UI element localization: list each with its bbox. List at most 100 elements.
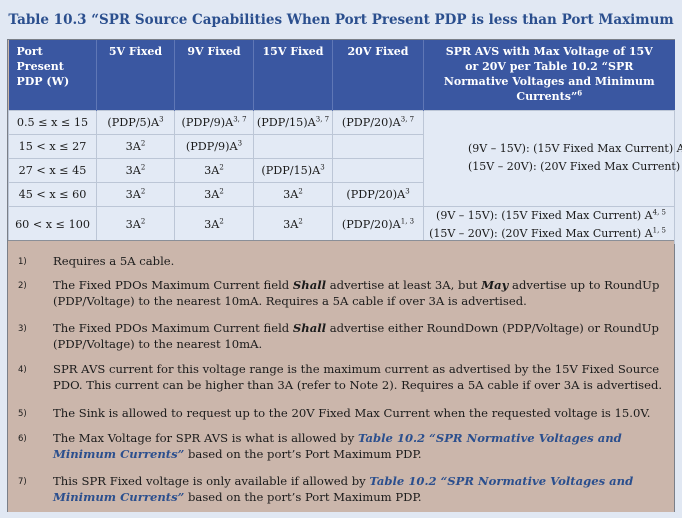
cell-v5-value: 3A <box>125 187 141 201</box>
cell-v5-value: 3A <box>125 218 141 231</box>
normative-keyword: May <box>481 278 509 292</box>
cell-v5-footnote: 2 <box>140 217 146 226</box>
note-text-part: based on the port’s Port Maximum PDP. <box>184 489 422 504</box>
note-number: 6) <box>18 434 27 444</box>
cell-v9: 3A2 <box>174 181 254 207</box>
cell-v15-footnote: 3 <box>320 162 325 171</box>
cell-v5-value: 3A <box>125 139 141 153</box>
table-row: 45 < x ≤ 60 3A2 3A2 3A2 (PDP/20)A3 <box>8 181 675 207</box>
note-text-part: SPR AVS current for this voltage range i… <box>53 362 663 392</box>
cell-v5-footnote: 3 <box>159 114 164 123</box>
cell-v5: 3A2 <box>96 133 175 159</box>
note-text-part: based on the port’s Port Maximum PDP. <box>184 446 422 461</box>
cell-v5-value: (PDP/5)A <box>107 115 160 129</box>
cell-v20: (PDP/20)A3 <box>332 181 424 207</box>
cell-v9-value: (PDP/9)A <box>181 115 234 129</box>
avs-footnote: 1, 5 <box>652 225 666 234</box>
cell-pdp: 15 < x ≤ 27 <box>8 133 97 159</box>
header-port-present-pdp: Port Present PDP (W) <box>8 40 97 110</box>
cell-v20-footnote: 3, 7 <box>400 114 415 123</box>
note-text-part: advertise at least 3A, but <box>326 278 482 292</box>
cell-v20-value: (PDP/20)A <box>341 115 401 129</box>
cell-v20-value: (PDP/20)A <box>341 218 401 231</box>
cell-v9-value: (PDP/9)A <box>185 139 238 153</box>
table-body: 0.5 ≤ x ≤ 15 (PDP/5)A3 (PDP/9)A3, 7 (PDP/15… <box>8 109 682 244</box>
note-text-part: Requires a 5A cable. <box>53 254 175 268</box>
cell-v15: 3A2 <box>253 181 333 207</box>
note-number: 7) <box>18 477 27 487</box>
avs-footnote: 4, 5 <box>652 207 666 216</box>
header-5v-fixed: 5V Fixed <box>96 40 175 110</box>
note-text: The Fixed PDOs Maximum Current field Sha… <box>53 278 663 309</box>
note-number: 3) <box>18 324 27 334</box>
cell-v20: (PDP/20)A3, 7 <box>332 109 424 135</box>
cell-v9-value: 3A <box>204 218 220 231</box>
header-spr-avs: SPR AVS with Max Voltage of 15V or 20V p… <box>423 40 675 110</box>
note-text: The Fixed PDOs Maximum Current field Sha… <box>53 321 663 352</box>
cell-v5: 3A2 <box>96 157 175 183</box>
table-row: 60 < x ≤ 100 3A2 3A2 3A2 (PDP/20)A1, 3 (9V – … <box>8 205 675 244</box>
table-row: 27 < x ≤ 45 3A2 3A2 (PDP/15)A3 <box>8 157 675 183</box>
cell-avs-group-2: (9V – 15V): (15V Fixed Max Current) A4, … <box>423 205 675 244</box>
normative-keyword: Shall <box>292 321 327 335</box>
cell-v5: (PDP/5)A3 <box>96 109 175 135</box>
note-text-part: This SPR Fixed voltage is only available… <box>53 474 370 488</box>
cell-v5-value: 3A <box>125 163 141 177</box>
cell-v15: (PDP/15)A3, 7 <box>253 109 333 135</box>
capabilities-table: Port Present PDP (W) 5V Fixed 9V Fixed 1… <box>8 40 682 244</box>
note-text: The Sink is allowed to request up to the… <box>53 406 663 422</box>
avs-line: (15V – 20V): (20V Fixed Max Current) A <box>468 160 682 173</box>
cell-v15: (PDP/15)A3 <box>253 157 333 183</box>
cell-v9-value: 3A <box>204 163 220 177</box>
note-text-part: advertise up to RoundUp (PDP/Voltage) to… <box>53 278 660 308</box>
avs-line: (15V – 20V): (20V Fixed Max Current) A <box>429 226 653 240</box>
header-row: Port Present PDP (W) 5V Fixed 9V Fixed 1… <box>8 40 675 110</box>
table-title: Table 10.3 “SPR Source Capabilities When… <box>8 12 674 56</box>
cell-v20: (PDP/20)A1, 3 <box>332 205 424 244</box>
note-text-part: The Fixed PDOs Maximum Current field <box>53 278 293 292</box>
cell-v5-footnote: 2 <box>140 162 146 171</box>
cell-v9: 3A2 <box>174 205 254 244</box>
cell-v15-value: (PDP/15)A <box>261 163 321 177</box>
avs-line: (9V – 15V): (15V Fixed Max Current) A <box>436 208 653 222</box>
header-20v-fixed: 20V Fixed <box>332 40 424 110</box>
cell-v20 <box>332 133 424 159</box>
note-text: This SPR Fixed voltage is only available… <box>53 474 663 505</box>
header-15v-fixed: 15V Fixed <box>253 40 333 110</box>
cell-v9: (PDP/9)A3 <box>174 133 254 159</box>
cell-v15-value: (PDP/15)A <box>256 115 316 129</box>
note-text-part: The Max Voltage for SPR AVS is what is a… <box>53 431 358 445</box>
cell-pdp: 0.5 ≤ x ≤ 15 <box>8 109 97 135</box>
cell-v9: 3A2 <box>174 157 254 183</box>
cell-v15-footnote: 3, 7 <box>315 114 330 123</box>
cell-v20-value: (PDP/20)A <box>346 187 406 201</box>
note-text: The Max Voltage for SPR AVS is what is a… <box>53 431 663 462</box>
cell-v9-footnote: 2 <box>219 217 224 226</box>
cell-v15 <box>253 133 333 159</box>
cell-v9-footnote: 3, 7 <box>233 114 247 123</box>
note-number: 5) <box>18 409 27 419</box>
cell-v15: 3A2 <box>253 205 333 244</box>
cell-v5: 3A2 <box>96 181 175 207</box>
note-number: 1) <box>18 257 27 267</box>
table-reference-link[interactable]: Table 10.2 “SPR Normative Voltages and M… <box>53 474 634 504</box>
cell-v15-footnote: 2 <box>298 217 303 226</box>
note-text: Requires a 5A cable. <box>53 254 663 270</box>
cell-v20 <box>332 157 424 183</box>
note-number: 2) <box>18 281 27 291</box>
note-text-part: advertise either RoundDown (PDP/Voltage)… <box>53 321 659 351</box>
table-frame: Port Present PDP (W) 5V Fixed 9V Fixed 1… <box>7 39 682 512</box>
normative-keyword: Shall <box>292 278 327 292</box>
cell-v15-value: 3A <box>283 218 299 231</box>
note-number: 4) <box>18 365 27 375</box>
table-row: 0.5 ≤ x ≤ 15 (PDP/5)A3 (PDP/9)A3, 7 (PDP/15… <box>8 109 682 207</box>
cell-v15-footnote: 2 <box>298 186 303 195</box>
cell-v9-footnote: 2 <box>219 186 224 195</box>
table-reference-link[interactable]: Table 10.2 “SPR Normative Voltages and M… <box>53 431 622 461</box>
cell-v5: 3A2 <box>96 205 175 244</box>
cell-v5-footnote: 2 <box>140 186 146 195</box>
cell-avs-group-1: (9V – 15V): (15V Fixed Max Current) A4(1… <box>423 109 682 207</box>
cell-v9-footnote: 3 <box>237 138 243 147</box>
cell-v20-footnote: 1, 3 <box>400 217 415 226</box>
cell-v9-footnote: 2 <box>219 162 224 171</box>
